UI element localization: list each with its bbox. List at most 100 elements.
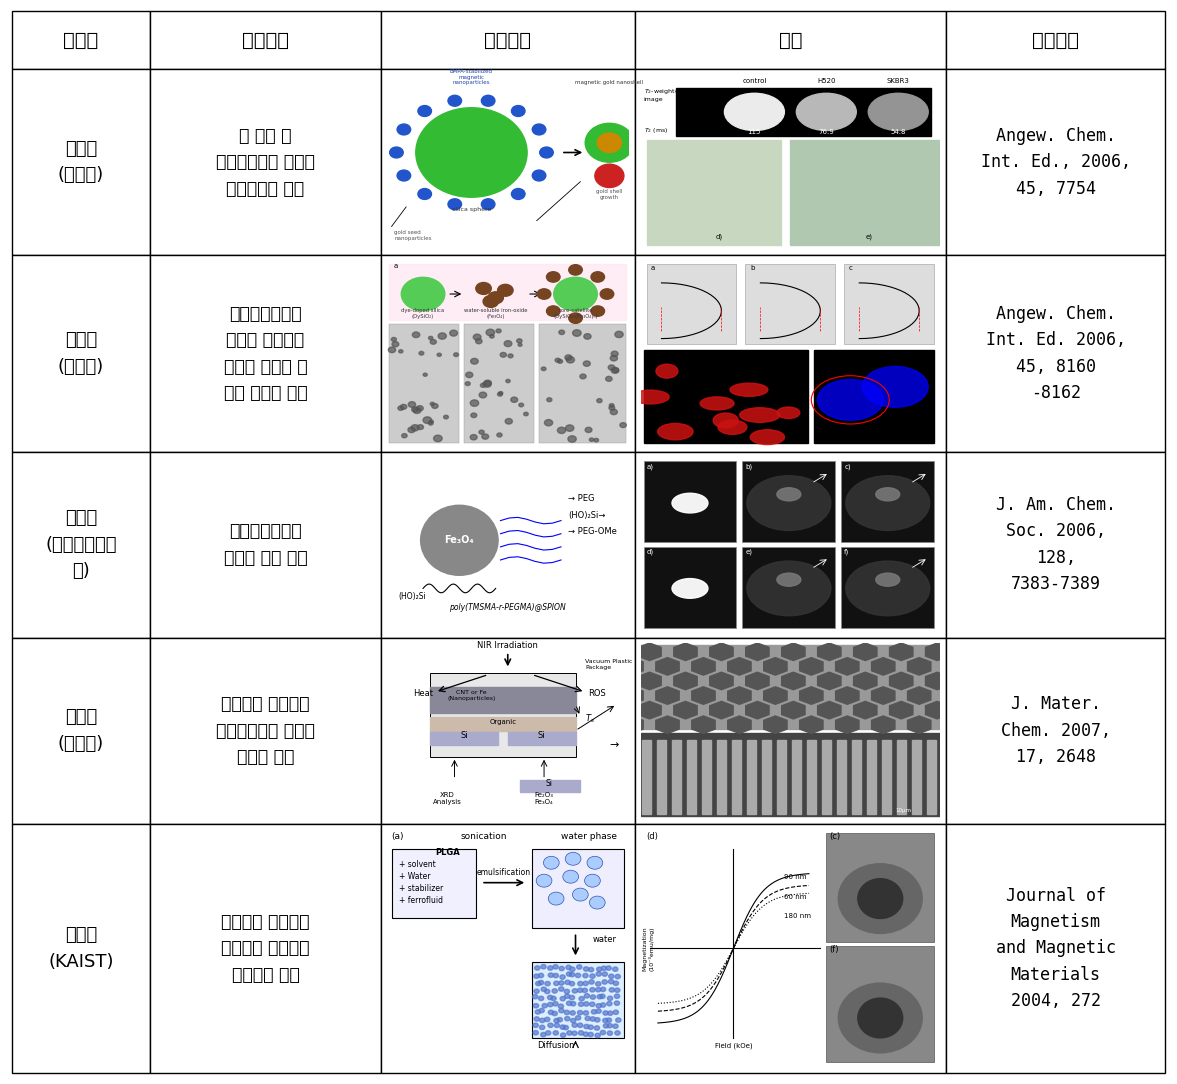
Text: H520: H520 — [817, 78, 836, 85]
Circle shape — [399, 350, 403, 353]
Polygon shape — [764, 658, 787, 675]
Text: 자기공명영상과
광학을 이용하여
질병을 진단할 수
있는 복합체 합성: 자기공명영상과 광학을 이용하여 질병을 진단할 수 있는 복합체 합성 — [224, 305, 307, 402]
Polygon shape — [799, 687, 823, 705]
Text: 연구자: 연구자 — [64, 30, 99, 50]
Text: Journal of
Magnetism
and Magnetic
Materials
2004, 272: Journal of Magnetism and Magnetic Materi… — [996, 887, 1116, 1010]
Text: a: a — [651, 264, 656, 271]
Ellipse shape — [588, 1032, 593, 1036]
Text: c: c — [849, 264, 852, 271]
Polygon shape — [673, 672, 697, 689]
Bar — [644, 350, 809, 442]
Ellipse shape — [594, 1025, 599, 1030]
Ellipse shape — [614, 994, 619, 998]
Ellipse shape — [566, 972, 572, 977]
Ellipse shape — [554, 1023, 559, 1028]
Ellipse shape — [565, 994, 570, 998]
Circle shape — [413, 408, 421, 413]
Ellipse shape — [533, 1004, 539, 1008]
Ellipse shape — [817, 379, 883, 421]
Polygon shape — [673, 701, 697, 719]
Ellipse shape — [548, 1010, 553, 1015]
Ellipse shape — [838, 983, 923, 1053]
Ellipse shape — [600, 994, 605, 998]
Ellipse shape — [560, 996, 565, 1001]
Bar — [842, 546, 935, 628]
Bar — [381, 11, 634, 69]
Circle shape — [606, 376, 612, 382]
Bar — [777, 740, 786, 814]
Ellipse shape — [532, 994, 538, 998]
Bar — [151, 11, 381, 69]
Circle shape — [433, 435, 443, 441]
Text: e): e) — [745, 549, 752, 555]
Bar — [431, 733, 498, 745]
Ellipse shape — [876, 488, 899, 501]
Ellipse shape — [545, 1017, 550, 1021]
Ellipse shape — [846, 562, 930, 616]
Polygon shape — [890, 672, 913, 689]
Text: (HO)₂Si→: (HO)₂Si→ — [568, 512, 606, 520]
Polygon shape — [890, 643, 913, 660]
Ellipse shape — [548, 892, 564, 905]
Circle shape — [597, 399, 603, 402]
Ellipse shape — [596, 982, 601, 986]
Ellipse shape — [600, 988, 606, 992]
Circle shape — [609, 365, 614, 370]
Ellipse shape — [572, 888, 588, 901]
Ellipse shape — [552, 989, 558, 993]
Text: dye-doped silica
(DySiO₂): dye-doped silica (DySiO₂) — [401, 308, 445, 319]
Text: 이종무
(인하대): 이종무 (인하대) — [58, 708, 104, 752]
Circle shape — [611, 410, 618, 415]
Polygon shape — [727, 715, 751, 734]
Bar — [151, 69, 381, 255]
Ellipse shape — [570, 995, 574, 999]
Text: 180 nm: 180 nm — [784, 914, 811, 919]
Text: Angew. Chem.
Int. Ed. 2006,
45, 8160
-8162: Angew. Chem. Int. Ed. 2006, 45, 8160 -81… — [985, 305, 1125, 402]
Circle shape — [490, 335, 494, 338]
Circle shape — [481, 434, 488, 439]
Circle shape — [388, 347, 395, 352]
Text: 실험목적: 실험목적 — [242, 30, 290, 50]
Circle shape — [428, 422, 433, 425]
Ellipse shape — [533, 1031, 538, 1035]
Ellipse shape — [557, 1018, 563, 1022]
Text: gold shell
growth: gold shell growth — [597, 190, 623, 201]
Circle shape — [584, 361, 591, 366]
Ellipse shape — [558, 1004, 564, 1008]
Polygon shape — [620, 687, 643, 705]
Text: 실험방법: 실험방법 — [484, 30, 531, 50]
Bar — [926, 740, 936, 814]
Ellipse shape — [596, 971, 601, 977]
Circle shape — [444, 415, 448, 418]
Bar — [151, 637, 381, 824]
Ellipse shape — [547, 1023, 553, 1028]
Circle shape — [524, 412, 528, 416]
Circle shape — [450, 331, 458, 336]
Ellipse shape — [614, 1001, 619, 1005]
Circle shape — [611, 367, 619, 373]
Circle shape — [419, 351, 424, 356]
Ellipse shape — [606, 1002, 612, 1006]
Polygon shape — [890, 701, 913, 719]
Circle shape — [431, 402, 434, 405]
Ellipse shape — [584, 994, 590, 998]
Text: Magnetization
(10⁻³emu/mg): Magnetization (10⁻³emu/mg) — [641, 926, 654, 970]
Ellipse shape — [863, 366, 929, 408]
Circle shape — [481, 95, 494, 106]
Bar — [946, 255, 1165, 452]
Circle shape — [499, 391, 503, 395]
Circle shape — [392, 341, 399, 347]
Circle shape — [546, 306, 560, 317]
Ellipse shape — [571, 1019, 576, 1023]
Polygon shape — [673, 643, 697, 660]
Ellipse shape — [614, 1031, 620, 1035]
Circle shape — [480, 384, 486, 387]
Bar — [687, 740, 696, 814]
Bar — [634, 11, 946, 69]
Bar — [946, 11, 1165, 69]
Ellipse shape — [777, 573, 800, 586]
Polygon shape — [746, 643, 769, 660]
Circle shape — [594, 164, 624, 188]
Bar — [677, 88, 931, 136]
Bar — [520, 779, 580, 791]
